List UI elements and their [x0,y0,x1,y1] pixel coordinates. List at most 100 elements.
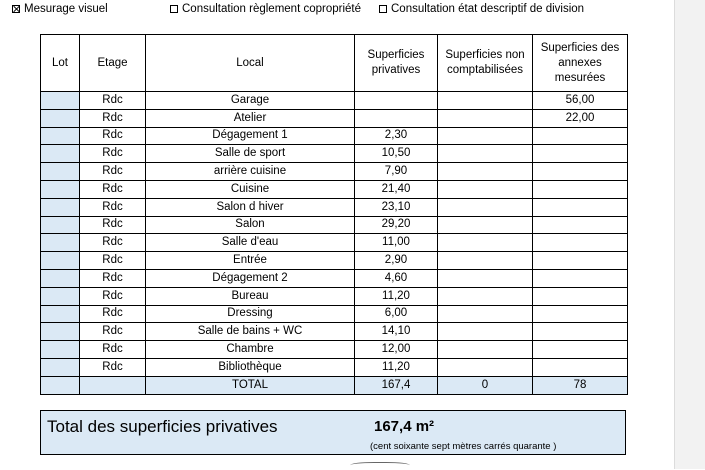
cell-annexes [532,162,628,181]
cell-etage: Rdc [79,162,146,181]
table-row: Rdc Salon 29,20 [40,215,628,235]
cell-annexes [532,179,628,199]
table-row: Rdc Bureau 11,20 [40,286,628,306]
cell-privatives: 11,20 [354,357,438,377]
cell-annexes [532,144,628,164]
cell-local: Bibliothèque [145,357,355,377]
cell-annexes [532,251,628,270]
cell-non-comptabilisees [437,268,533,288]
cell-etage: Rdc [79,108,146,128]
cell-lot [40,357,80,377]
cell-etage: Rdc [79,126,146,146]
cell-annexes [532,268,628,288]
cell-local: Dégagement 2 [145,268,355,288]
page-fragment [350,462,410,470]
cell-non-comptabilisees [437,197,533,217]
cell-non-comptabilisees [437,322,533,342]
cell-non-comptabilisees [437,126,533,146]
cell-annexes: 22,00 [532,108,628,128]
cell-annexes [532,215,628,235]
table-row: Rdc Bibliothèque 11,20 [40,357,628,377]
cell-non-comptabilisees [437,215,533,235]
cell-etage: Rdc [79,268,146,288]
cell-annexes [532,340,628,359]
option-reglement-copropriete[interactable]: Consultation règlement copropriété [170,3,361,15]
option-etat-descriptif[interactable]: Consultation état descriptif de division [379,3,584,15]
cell-local: Cuisine [145,179,355,199]
header-privatives: Superficies privatives [354,34,438,92]
cell-lot [40,179,80,199]
cell-etage: Rdc [79,179,146,199]
total-label: TOTAL [145,375,355,395]
table-body: Rdc Garage 56,00 Rdc Atelier 22,00 Rdc Dégage… [40,91,628,395]
total-row: TOTAL 167,4 0 78 [40,375,628,395]
summary-box: Total des superficies privatives 167,4 m… [40,410,626,455]
cell-privatives: 29,20 [354,215,438,235]
table-row: Rdc Salle de sport 10,50 [40,144,628,164]
cell-annexes: 56,00 [532,91,628,110]
cell-etage: Rdc [79,286,146,306]
document-page: Mesurage visuel Consultation règlement c… [0,0,674,469]
cell-local: Bureau [145,286,355,306]
cell-non-comptabilisees [437,251,533,270]
header-lot: Lot [40,34,80,92]
cell-privatives [354,108,438,128]
cell-annexes [532,322,628,342]
cell-lot [40,340,80,359]
total-privatives: 167,4 [354,375,438,395]
summary-label: Total des superficies privatives [47,417,278,436]
cell-privatives: 11,20 [354,286,438,306]
header-non-comptabilisees: Superficies non comptabilisées [437,34,533,92]
checked-box-icon[interactable] [12,5,20,13]
cell-annexes [532,304,628,324]
cell-non-comptabilisees [437,162,533,181]
cell-etage: Rdc [79,144,146,164]
cell-lot [40,108,80,128]
right-panel [674,0,705,469]
cell-annexes [532,357,628,377]
cell-lot [40,144,80,164]
cell-lot [40,233,80,253]
cell-lot [40,162,80,181]
cell-local: Dégagement 1 [145,126,355,146]
cell-lot [40,268,80,288]
table-row: Rdc Salle d'eau 11,00 [40,233,628,253]
cell-privatives: 2,90 [354,251,438,270]
cell-non-comptabilisees [437,286,533,306]
cell-local: Dressing [145,304,355,324]
cell-privatives: 14,10 [354,322,438,342]
table-row: Rdc Salon d hiver 23,10 [40,197,628,217]
table-row: Rdc Dressing 6,00 [40,304,628,324]
cell-etage: Rdc [79,357,146,377]
cell-annexes [532,233,628,253]
cell-privatives: 4,60 [354,268,438,288]
header-local: Local [145,34,355,92]
table-row: Rdc Dégagement 1 2,30 [40,126,628,146]
cell-lot [40,251,80,270]
table-header-row: Lot Etage Local Superficies privatives S… [40,34,628,92]
cell-non-comptabilisees [437,233,533,253]
total-annexes: 78 [532,375,628,395]
cell-local: Salon d hiver [145,197,355,217]
header-annexes: Superficies des annexes mesurées [532,34,628,92]
cell-etage: Rdc [79,215,146,235]
empty-box-icon[interactable] [379,5,387,13]
option-mesurage-visuel[interactable]: Mesurage visuel [12,3,108,15]
cell-local: Garage [145,91,355,110]
cell-lot [40,304,80,324]
cell-privatives: 10,50 [354,144,438,164]
cell-lot [40,126,80,146]
cell-annexes [532,126,628,146]
cell-privatives: 7,90 [354,162,438,181]
empty-box-icon[interactable] [170,5,178,13]
cell-non-comptabilisees [437,144,533,164]
cell-privatives: 6,00 [354,304,438,324]
cell-lot [40,215,80,235]
cell-etage: Rdc [79,304,146,324]
cell-privatives: 23,10 [354,197,438,217]
table-row: Rdc arrière cuisine 7,90 [40,162,628,181]
option-label: Consultation règlement copropriété [182,3,361,15]
cell-lot [40,322,80,342]
cell-local: Atelier [145,108,355,128]
cell-lot [40,286,80,306]
